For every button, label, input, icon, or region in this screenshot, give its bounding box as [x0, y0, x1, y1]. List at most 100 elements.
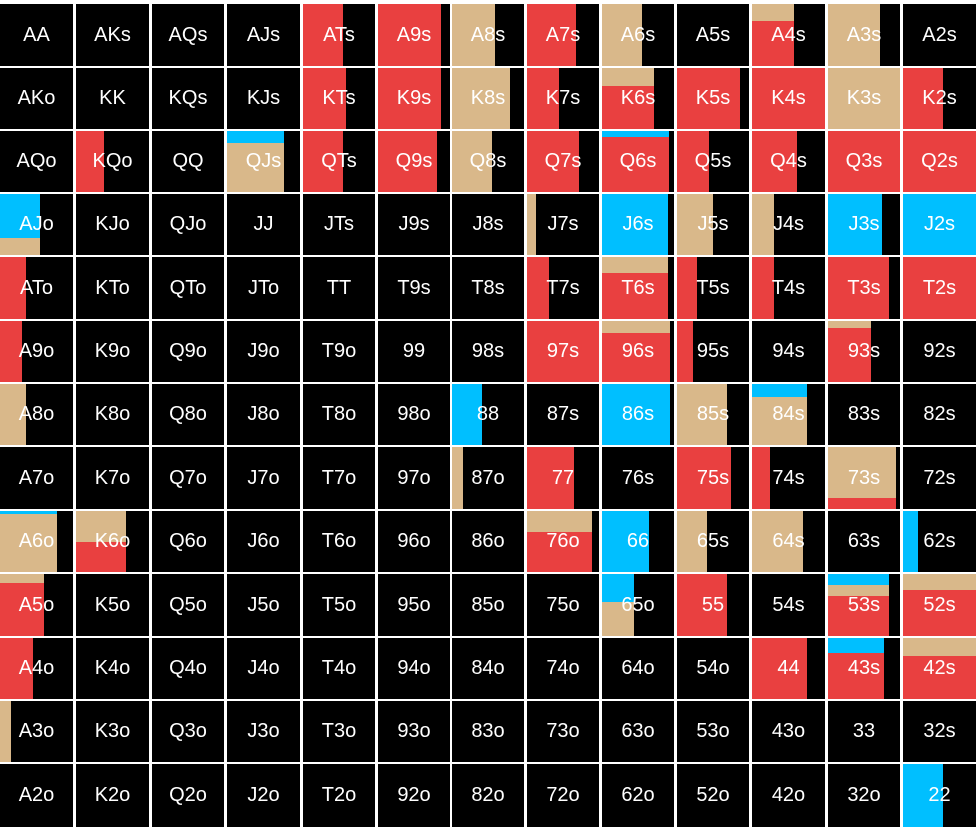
hand-cell-A6o[interactable]: A6o: [0, 511, 73, 572]
hand-cell-92s[interactable]: 92s: [903, 321, 976, 382]
hand-cell-Q3s[interactable]: Q3s: [828, 131, 900, 192]
hand-cell-A2s[interactable]: A2s: [903, 4, 976, 66]
hand-cell-AQs[interactable]: AQs: [152, 4, 224, 66]
hand-cell-A2o[interactable]: A2o: [0, 764, 73, 827]
hand-cell-99[interactable]: 99: [378, 321, 450, 382]
hand-cell-J6s[interactable]: J6s: [602, 194, 674, 255]
hand-cell-QJo[interactable]: QJo: [152, 194, 224, 255]
hand-cell-Q3o[interactable]: Q3o: [152, 701, 224, 762]
hand-cell-T9o[interactable]: T9o: [303, 321, 375, 382]
hand-cell-94o[interactable]: 94o: [378, 638, 450, 699]
hand-cell-52o[interactable]: 52o: [677, 764, 749, 827]
hand-cell-QQ[interactable]: QQ: [152, 131, 224, 192]
hand-cell-T2s[interactable]: T2s: [903, 257, 976, 319]
hand-cell-T3s[interactable]: T3s: [828, 257, 900, 319]
hand-cell-62o[interactable]: 62o: [602, 764, 674, 827]
hand-cell-42o[interactable]: 42o: [752, 764, 825, 827]
hand-cell-92o[interactable]: 92o: [378, 764, 450, 827]
hand-cell-J3s[interactable]: J3s: [828, 194, 900, 255]
hand-cell-KTs[interactable]: KTs: [303, 68, 375, 129]
hand-cell-96o[interactable]: 96o: [378, 511, 450, 572]
hand-cell-J6o[interactable]: J6o: [227, 511, 300, 572]
hand-cell-85s[interactable]: 85s: [677, 384, 749, 445]
hand-cell-A5s[interactable]: A5s: [677, 4, 749, 66]
hand-cell-65o[interactable]: 65o: [602, 574, 674, 636]
hand-cell-KQo[interactable]: KQo: [76, 131, 149, 192]
hand-cell-J2o[interactable]: J2o: [227, 764, 300, 827]
hand-cell-62s[interactable]: 62s: [903, 511, 976, 572]
hand-cell-ATs[interactable]: ATs: [303, 4, 375, 66]
hand-cell-98s[interactable]: 98s: [452, 321, 524, 382]
hand-cell-83o[interactable]: 83o: [452, 701, 524, 762]
hand-cell-66[interactable]: 66: [602, 511, 674, 572]
hand-cell-A4s[interactable]: A4s: [752, 4, 825, 66]
hand-cell-A3s[interactable]: A3s: [828, 4, 900, 66]
hand-cell-K3s[interactable]: K3s: [828, 68, 900, 129]
hand-cell-Q4s[interactable]: Q4s: [752, 131, 825, 192]
hand-cell-Q9s[interactable]: Q9s: [378, 131, 450, 192]
hand-cell-22[interactable]: 22: [903, 764, 976, 827]
hand-cell-J3o[interactable]: J3o: [227, 701, 300, 762]
hand-cell-A7s[interactable]: A7s: [527, 4, 599, 66]
hand-cell-93o[interactable]: 93o: [378, 701, 450, 762]
hand-cell-T2o[interactable]: T2o: [303, 764, 375, 827]
hand-cell-97o[interactable]: 97o: [378, 447, 450, 509]
hand-cell-43o[interactable]: 43o: [752, 701, 825, 762]
hand-cell-AJs[interactable]: AJs: [227, 4, 300, 66]
hand-cell-KTo[interactable]: KTo: [76, 257, 149, 319]
hand-cell-T6o[interactable]: T6o: [303, 511, 375, 572]
hand-cell-A8s[interactable]: A8s: [452, 4, 524, 66]
hand-cell-Q5s[interactable]: Q5s: [677, 131, 749, 192]
hand-cell-65s[interactable]: 65s: [677, 511, 749, 572]
hand-cell-95s[interactable]: 95s: [677, 321, 749, 382]
hand-cell-K8s[interactable]: K8s: [452, 68, 524, 129]
hand-cell-82s[interactable]: 82s: [903, 384, 976, 445]
hand-cell-52s[interactable]: 52s: [903, 574, 976, 636]
hand-cell-JJ[interactable]: JJ: [227, 194, 300, 255]
hand-cell-85o[interactable]: 85o: [452, 574, 524, 636]
hand-cell-72s[interactable]: 72s: [903, 447, 976, 509]
hand-cell-Q8o[interactable]: Q8o: [152, 384, 224, 445]
hand-cell-76s[interactable]: 76s: [602, 447, 674, 509]
hand-cell-A9o[interactable]: A9o: [0, 321, 73, 382]
hand-cell-T9s[interactable]: T9s: [378, 257, 450, 319]
hand-cell-77[interactable]: 77: [527, 447, 599, 509]
hand-cell-74s[interactable]: 74s: [752, 447, 825, 509]
hand-cell-T4s[interactable]: T4s: [752, 257, 825, 319]
hand-cell-87s[interactable]: 87s: [527, 384, 599, 445]
hand-cell-KJs[interactable]: KJs: [227, 68, 300, 129]
hand-cell-74o[interactable]: 74o: [527, 638, 599, 699]
hand-cell-75s[interactable]: 75s: [677, 447, 749, 509]
hand-cell-J5s[interactable]: J5s: [677, 194, 749, 255]
hand-cell-32o[interactable]: 32o: [828, 764, 900, 827]
hand-cell-J2s[interactable]: J2s: [903, 194, 976, 255]
hand-cell-K9o[interactable]: K9o: [76, 321, 149, 382]
hand-cell-K2s[interactable]: K2s: [903, 68, 976, 129]
hand-cell-A9s[interactable]: A9s: [378, 4, 450, 66]
hand-cell-J9o[interactable]: J9o: [227, 321, 300, 382]
hand-cell-53o[interactable]: 53o: [677, 701, 749, 762]
hand-cell-63o[interactable]: 63o: [602, 701, 674, 762]
hand-cell-96s[interactable]: 96s: [602, 321, 674, 382]
hand-cell-T5o[interactable]: T5o: [303, 574, 375, 636]
hand-cell-63s[interactable]: 63s: [828, 511, 900, 572]
hand-cell-54o[interactable]: 54o: [677, 638, 749, 699]
hand-cell-72o[interactable]: 72o: [527, 764, 599, 827]
hand-cell-82o[interactable]: 82o: [452, 764, 524, 827]
hand-cell-Q8s[interactable]: Q8s: [452, 131, 524, 192]
hand-cell-84s[interactable]: 84s: [752, 384, 825, 445]
hand-cell-K6s[interactable]: K6s: [602, 68, 674, 129]
hand-cell-55[interactable]: 55: [677, 574, 749, 636]
hand-cell-Q6o[interactable]: Q6o: [152, 511, 224, 572]
hand-cell-T4o[interactable]: T4o: [303, 638, 375, 699]
hand-cell-AQo[interactable]: AQo: [0, 131, 73, 192]
hand-cell-K9s[interactable]: K9s: [378, 68, 450, 129]
hand-cell-32s[interactable]: 32s: [903, 701, 976, 762]
hand-cell-Q7o[interactable]: Q7o: [152, 447, 224, 509]
hand-cell-84o[interactable]: 84o: [452, 638, 524, 699]
hand-cell-T7s[interactable]: T7s: [527, 257, 599, 319]
hand-cell-86s[interactable]: 86s: [602, 384, 674, 445]
hand-cell-JTs[interactable]: JTs: [303, 194, 375, 255]
hand-cell-43s[interactable]: 43s: [828, 638, 900, 699]
hand-cell-K4s[interactable]: K4s: [752, 68, 825, 129]
